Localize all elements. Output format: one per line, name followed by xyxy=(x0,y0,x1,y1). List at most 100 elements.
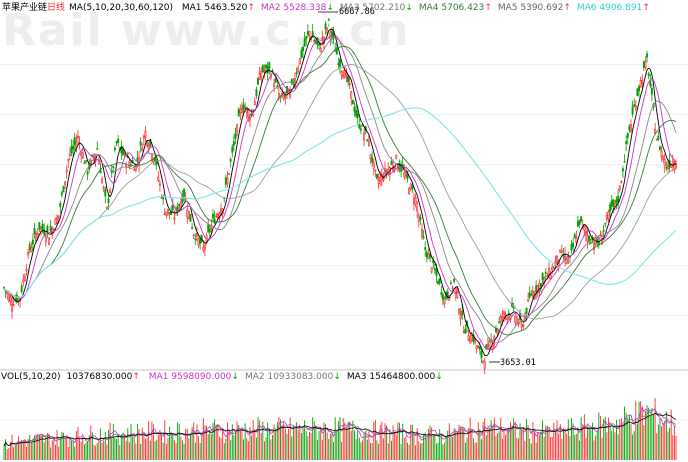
candle xyxy=(117,135,120,147)
candle xyxy=(340,70,343,80)
candle xyxy=(65,165,68,179)
candle xyxy=(295,67,298,78)
candle xyxy=(204,243,206,257)
legend-ma1: MA1 9598090.000 xyxy=(149,372,232,382)
candle xyxy=(342,70,345,79)
candle xyxy=(417,212,420,228)
candle xyxy=(253,96,256,106)
candle xyxy=(488,337,491,351)
candle xyxy=(318,43,321,50)
candle xyxy=(232,134,235,151)
candle xyxy=(337,57,340,70)
candle xyxy=(178,203,181,210)
candle xyxy=(101,176,104,185)
candle xyxy=(404,166,407,179)
candle xyxy=(422,230,425,240)
volume-ma-lines xyxy=(3,405,677,447)
candle xyxy=(372,158,375,176)
candle xyxy=(321,30,324,46)
candle xyxy=(541,271,544,285)
candle xyxy=(343,65,346,79)
candle xyxy=(658,145,661,151)
candle xyxy=(430,266,433,274)
ma-line-ma3 xyxy=(3,37,677,344)
candle xyxy=(369,154,372,165)
candle xyxy=(80,149,83,163)
candle xyxy=(395,154,398,160)
volume-header: VOL(5,10,20) 10376830.000↑ MA1 9598090.00… xyxy=(1,372,443,382)
candle xyxy=(409,183,412,191)
legend-ma1: MA1 5463.520 xyxy=(182,3,248,13)
candle xyxy=(73,132,76,152)
candle xyxy=(150,153,153,163)
candle xyxy=(665,161,668,171)
candle xyxy=(7,290,10,303)
candle xyxy=(351,99,354,105)
candle xyxy=(25,264,28,276)
candle xyxy=(189,213,192,222)
candle xyxy=(380,168,383,187)
candle xyxy=(662,154,665,163)
legend-arrow: ↓ xyxy=(231,372,239,382)
candle xyxy=(244,102,247,109)
candle xyxy=(120,140,123,161)
candle xyxy=(631,100,634,118)
candle xyxy=(419,213,422,225)
ma-line-ma6 xyxy=(3,107,677,298)
candle xyxy=(482,359,485,364)
candle xyxy=(453,278,456,285)
candle xyxy=(359,124,362,135)
candle xyxy=(28,241,31,254)
candle xyxy=(329,29,332,46)
candle xyxy=(599,230,602,237)
candle xyxy=(527,292,530,303)
candle xyxy=(191,222,194,230)
candle xyxy=(390,156,393,166)
candle xyxy=(628,124,631,133)
ma-line-ma5 xyxy=(3,64,677,320)
candle xyxy=(11,297,13,319)
candle xyxy=(239,104,242,121)
candle xyxy=(77,130,79,144)
candle xyxy=(559,249,562,253)
legend-arrow: ↓ xyxy=(326,3,334,13)
candle xyxy=(176,202,179,217)
candle xyxy=(229,157,232,168)
candle xyxy=(528,286,531,300)
candle xyxy=(226,170,229,188)
candle xyxy=(620,180,623,184)
candle xyxy=(663,153,666,173)
candle xyxy=(499,313,502,326)
candle xyxy=(297,65,300,74)
candle xyxy=(83,160,86,164)
candle xyxy=(511,297,513,308)
candle xyxy=(432,255,435,269)
candle xyxy=(255,86,258,99)
candlesticks xyxy=(3,18,677,375)
candle xyxy=(9,292,12,306)
candle xyxy=(27,249,30,259)
candle xyxy=(68,147,71,160)
candle xyxy=(398,159,401,173)
candle xyxy=(456,288,459,300)
candle xyxy=(348,76,351,90)
candle xyxy=(158,180,161,192)
candle xyxy=(54,217,57,225)
candle xyxy=(281,87,284,99)
candle xyxy=(125,161,128,175)
moving-average-lines xyxy=(3,28,677,357)
candle xyxy=(208,224,211,239)
candle xyxy=(48,237,50,245)
legend-arrow: ↓ xyxy=(435,372,443,382)
candle xyxy=(515,314,518,326)
candle xyxy=(413,192,415,211)
annotations: 6667.86 3653.01 xyxy=(318,7,536,368)
candle xyxy=(446,288,449,301)
candle xyxy=(192,234,195,240)
candle xyxy=(609,202,612,218)
candle xyxy=(168,212,171,220)
legend-ma4: MA4 5706.423 xyxy=(419,3,484,13)
candle xyxy=(498,316,501,324)
candle xyxy=(671,154,674,172)
high-annotation: 6667.86 xyxy=(339,7,375,17)
